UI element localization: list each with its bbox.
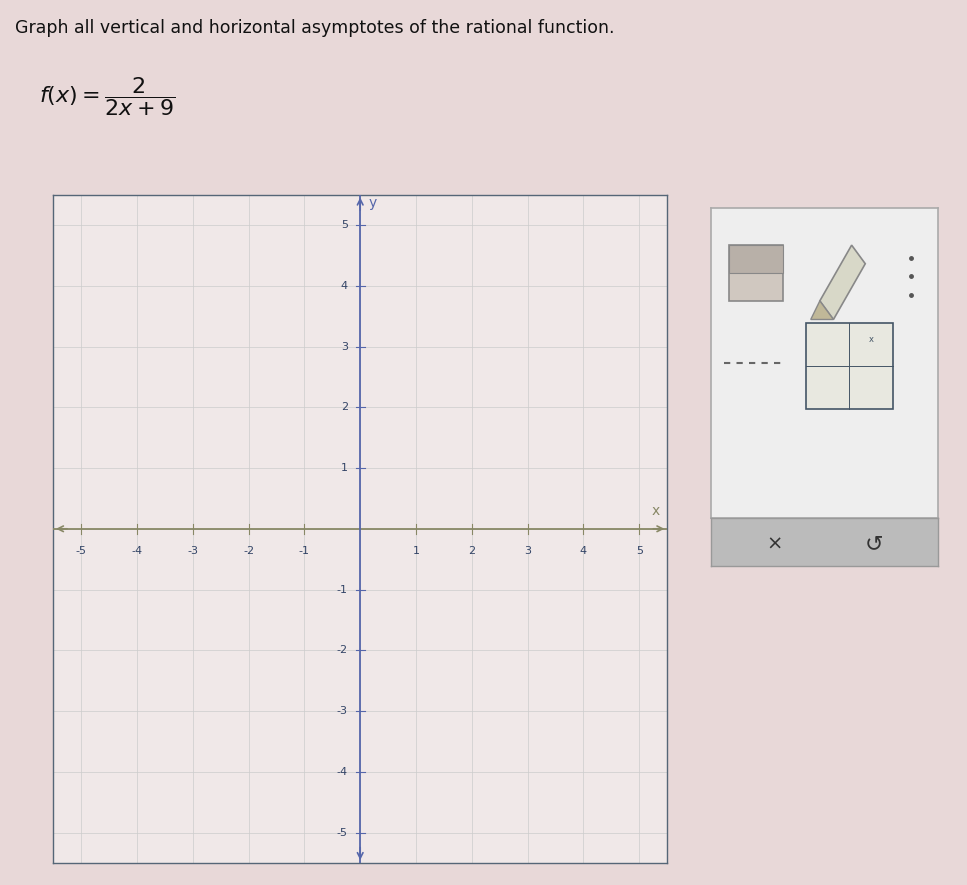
Text: 4: 4 [580,546,587,556]
FancyBboxPatch shape [806,323,893,409]
Text: 4: 4 [340,281,348,291]
Text: -3: -3 [188,546,198,556]
Text: -4: -4 [132,546,142,556]
Text: 2: 2 [468,546,476,556]
Text: $f(x)=\dfrac{2}{2x+9}$: $f(x)=\dfrac{2}{2x+9}$ [39,75,175,119]
Text: 3: 3 [341,342,348,351]
Text: -3: -3 [337,706,348,716]
Text: 5: 5 [636,546,643,556]
Polygon shape [729,245,783,301]
Text: 1: 1 [413,546,420,556]
Text: x: x [652,504,660,519]
Text: 5: 5 [341,220,348,230]
Text: -5: -5 [337,827,348,837]
Polygon shape [729,245,783,273]
Text: y: y [368,196,376,210]
Text: 3: 3 [524,546,531,556]
Polygon shape [820,245,865,319]
Text: -2: -2 [243,546,254,556]
Text: -1: -1 [299,546,309,556]
Text: ×: × [766,535,782,554]
Text: x: x [868,335,873,344]
Text: Graph all vertical and horizontal asymptotes of the rational function.: Graph all vertical and horizontal asympt… [15,19,614,37]
Text: -4: -4 [337,766,348,777]
Text: -2: -2 [337,645,348,655]
Text: 1: 1 [341,463,348,473]
Polygon shape [810,301,834,319]
Text: ↺: ↺ [865,535,884,555]
Text: -5: -5 [75,546,87,556]
Text: -1: -1 [337,584,348,595]
Text: 2: 2 [340,403,348,412]
